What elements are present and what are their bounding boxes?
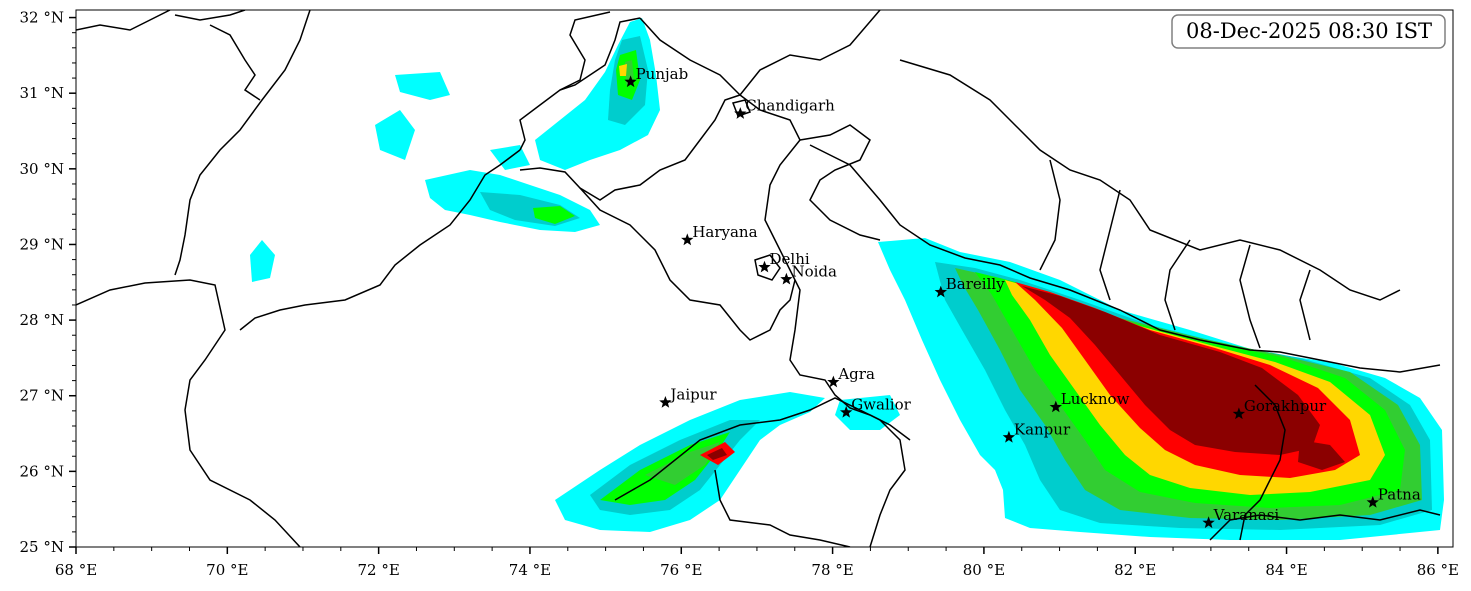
y-tick-label: 26 °N — [20, 462, 64, 480]
city-marker-delhi — [758, 260, 771, 273]
nepal-districts-2 — [1039, 159, 1311, 349]
city-marker-punjab — [624, 75, 637, 88]
x-tick-label: 74 °E — [509, 561, 551, 579]
intl-boundary-china-north — [739, 10, 881, 96]
city-label-bareilly: Bareilly — [946, 275, 1005, 293]
state-boundary-himachal — [639, 17, 741, 96]
intl-boundary-afghan — [76, 10, 261, 101]
contour-level5-punjab — [619, 64, 627, 76]
city-marker-jaipur — [659, 396, 672, 408]
city-marker-lucknow — [1049, 400, 1062, 413]
nepal-districts-1 — [899, 59, 1401, 301]
city-label-varanasi: Varanasi — [1213, 506, 1280, 524]
intl-boundary-pak-india-south — [239, 149, 521, 331]
city-marker-noida — [780, 272, 793, 285]
intl-boundary-west — [76, 279, 301, 547]
x-tick-label: 80 °E — [963, 561, 1005, 579]
x-tick-label: 70 °E — [206, 561, 248, 579]
intl-boundary-pak-india — [519, 11, 611, 151]
city-label-lucknow: Lucknow — [1061, 390, 1130, 408]
y-tick-label: 32 °N — [20, 9, 64, 27]
city-marker-chandigarh — [734, 107, 747, 119]
state-boundary-punjab — [519, 94, 741, 201]
state-boundary-bihar — [1239, 384, 1286, 541]
timestamp-box: 08-Dec-2025 08:30 IST — [1171, 14, 1446, 49]
city-label-gorakhpur: Gorakhpur — [1244, 397, 1327, 415]
x-tick-label: 82 °E — [1114, 561, 1156, 579]
city-label-noida: Noida — [791, 262, 837, 280]
city-marker-kanpur — [1002, 430, 1016, 443]
contour-level7-east — [1022, 286, 1320, 455]
contour-level1-west-3 — [395, 72, 450, 100]
city-marker-agra — [827, 375, 840, 388]
city-marker-gwalior — [840, 405, 853, 418]
x-tick-label: 68 °E — [55, 561, 97, 579]
timestamp-text: 08-Dec-2025 08:30 IST — [1186, 19, 1432, 43]
x-tick-label: 78 °E — [811, 561, 853, 579]
city-label-patna: Patna — [1378, 485, 1421, 503]
y-tick-label: 27 °N — [20, 387, 64, 405]
y-tick-label: 30 °N — [20, 160, 64, 178]
state-boundary-punjab-north — [559, 17, 641, 91]
intl-boundary-pak-inner — [174, 10, 311, 276]
city-label-chandigarh: Chandigarh — [745, 97, 835, 115]
contour-level7-east-patch — [1298, 440, 1345, 470]
state-boundary-rajasthan-mp — [714, 469, 851, 547]
x-tick-label: 86 °E — [1417, 561, 1459, 579]
contour-level4-haryana — [533, 206, 575, 224]
contour-level1-west-1 — [375, 110, 415, 160]
x-tick-label: 84 °E — [1265, 561, 1307, 579]
city-marker-haryana — [681, 233, 694, 246]
city-label-jaipur: Jaipur — [668, 386, 717, 404]
y-tick-label: 31 °N — [20, 84, 64, 102]
city-marker-bareilly — [934, 285, 947, 298]
city-label-agra: Agra — [837, 365, 875, 383]
y-tick-label: 28 °N — [20, 311, 64, 329]
axis-ticks: 68 °E 70 °E 72 °E 74 °E 76 °E 78 °E 80 °E 82 °E… — [20, 9, 1460, 579]
city-label-kanpur: Kanpur — [1014, 420, 1071, 438]
city-label-punjab: Punjab — [636, 65, 689, 83]
x-tick-label: 76 °E — [660, 561, 702, 579]
city-marker-patna — [1366, 495, 1379, 508]
y-tick-label: 29 °N — [20, 235, 64, 253]
contour-level1-west-2 — [250, 240, 275, 282]
state-boundary-mp — [614, 397, 906, 547]
state-boundary-east — [1209, 509, 1441, 541]
contour-level7-sw — [707, 448, 727, 460]
city-marker-varanasi — [1202, 516, 1215, 529]
x-tick-label: 72 °E — [357, 561, 399, 579]
state-boundary-delhi — [754, 254, 781, 281]
intl-boundary-nepal — [809, 144, 1441, 373]
city-label-gwalior: Gwalior — [851, 395, 911, 413]
boundary-lines — [76, 10, 1441, 547]
contour-level3-sw — [645, 442, 720, 485]
city-label-delhi: Delhi — [770, 250, 810, 268]
city-label-haryana: Haryana — [692, 223, 757, 241]
plot-frame — [75, 9, 1454, 548]
state-boundary-haryana — [579, 187, 796, 341]
y-tick-label: 25 °N — [20, 538, 64, 556]
city-marker-gorakhpur — [1232, 407, 1246, 420]
state-boundary-uttarakhand — [799, 124, 881, 241]
precipitation-contours — [250, 18, 1444, 540]
